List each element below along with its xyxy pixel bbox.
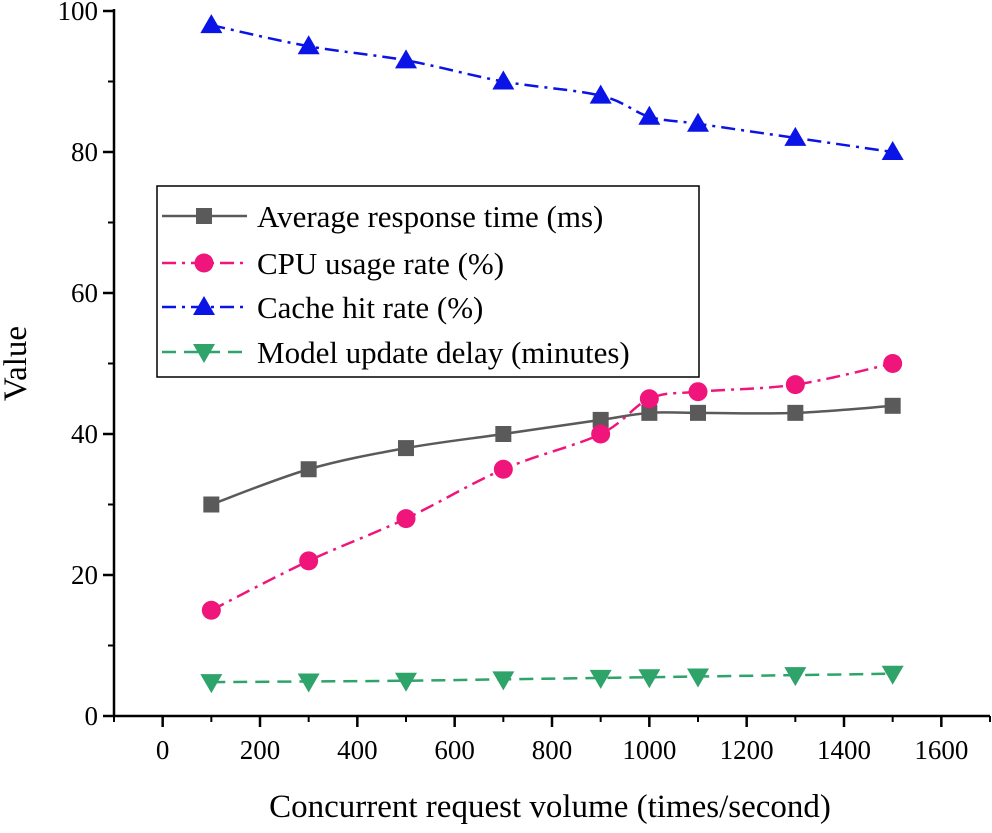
- x-tick-label: 800: [532, 735, 573, 765]
- data-point-s2-7: [784, 126, 807, 146]
- y-tick-label: 80: [71, 137, 98, 167]
- data-point-s0-2: [398, 440, 414, 457]
- data-point-s0-5: [641, 404, 658, 421]
- y-tick-label: 100: [58, 0, 99, 26]
- data-point-s0-4: [592, 411, 609, 428]
- series-line-3: [211, 672, 893, 684]
- data-point-s3-3: [492, 671, 515, 691]
- data-point-s3-8: [881, 665, 904, 685]
- data-point-s2-8: [881, 141, 904, 160]
- data-point-s2-2: [395, 49, 417, 69]
- data-point-s2-3: [492, 70, 515, 90]
- legend-marker-2: [193, 296, 215, 315]
- legend-marker-1: [194, 253, 214, 273]
- data-point-s1-0: [201, 600, 221, 620]
- data-point-s1-4: [591, 424, 611, 444]
- legend-label-2: Cache hit rate (%): [257, 290, 483, 325]
- data-point-s1-8: [883, 354, 903, 373]
- legend-label-3: Model update delay (minutes): [257, 335, 630, 370]
- legend-marker-3: [193, 344, 215, 363]
- y-tick-label: 0: [85, 701, 99, 731]
- data-point-s0-1: [300, 461, 317, 478]
- data-point-s0-8: [884, 397, 901, 414]
- x-tick-label: 400: [337, 735, 378, 765]
- legend-label-0: Average response time (ms): [257, 199, 603, 234]
- x-tick-label: 1000: [622, 735, 676, 765]
- data-point-s0-3: [495, 426, 512, 442]
- legend-marker-0: [196, 208, 212, 224]
- series-line-2: [211, 23, 893, 154]
- x-tick-label: 1600: [914, 735, 968, 765]
- data-point-s3-1: [297, 673, 320, 693]
- data-point-s2-6: [687, 112, 709, 132]
- data-point-s1-1: [299, 551, 319, 571]
- data-point-s3-5: [638, 669, 661, 689]
- data-point-s3-4: [589, 669, 612, 689]
- data-point-s3-6: [687, 668, 709, 688]
- legend: Average response time (ms) CPU usage rate…: [156, 185, 700, 378]
- series-line-0: [210, 404, 893, 506]
- legend-label-1: CPU usage rate (%): [257, 246, 504, 281]
- data-point-s0-7: [787, 404, 804, 421]
- data-point-s1-2: [396, 509, 416, 529]
- data-point-s2-4: [589, 84, 612, 104]
- data-point-s0-6: [690, 404, 706, 421]
- data-point-s1-3: [493, 459, 513, 479]
- data-point-s3-2: [395, 672, 417, 692]
- x-tick-label: 0: [156, 735, 170, 765]
- data-point-s0-0: [203, 496, 220, 513]
- data-point-s3-7: [784, 667, 807, 687]
- series-layer: [200, 14, 904, 694]
- data-point-s1-5: [639, 389, 659, 409]
- legend-box: [156, 185, 700, 378]
- y-tick-label: 40: [71, 419, 98, 449]
- data-point-s3-0: [200, 674, 223, 694]
- data-point-s2-5: [638, 105, 661, 125]
- data-point-s2-1: [297, 35, 320, 55]
- x-tick-label: 1400: [817, 735, 871, 765]
- data-point-s2-0: [200, 14, 223, 34]
- x-tick-label: 600: [434, 735, 475, 765]
- x-axis-title: Concurrent request volume (times/second): [269, 789, 831, 825]
- y-tick-label: 60: [71, 278, 98, 308]
- x-tick-label: 1200: [720, 735, 774, 765]
- data-point-s1-7: [785, 375, 805, 395]
- series-line-1: [210, 362, 893, 612]
- y-tick-label: 20: [71, 560, 98, 590]
- y-axis-title: Value: [0, 326, 34, 401]
- x-tick-label: 200: [240, 735, 281, 765]
- data-point-s1-6: [688, 382, 708, 402]
